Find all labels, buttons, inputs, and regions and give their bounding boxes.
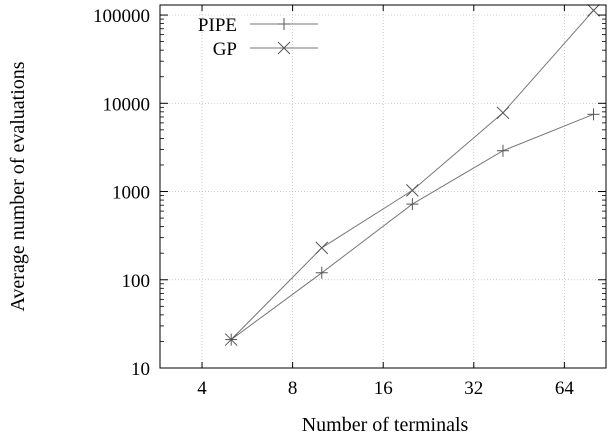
data-point-pipe (406, 198, 419, 211)
y-tick-label: 10000 (103, 94, 151, 115)
plot-markers (224, 4, 600, 346)
series-line-gp (230, 10, 594, 340)
data-point-gp (587, 4, 600, 17)
data-point-pipe (587, 108, 600, 121)
legend-marker-pipe (278, 18, 290, 30)
marker-stroke (587, 4, 600, 17)
x-tick-label: 16 (374, 378, 393, 399)
series-line-pipe (230, 113, 594, 341)
x-tick-label: 32 (464, 378, 483, 399)
x-tick-label: 64 (555, 378, 575, 399)
legend: PIPE GP (198, 15, 318, 60)
y-tick-label: 100000 (93, 6, 150, 27)
data-point-gp (224, 333, 238, 346)
marker-stroke (224, 333, 238, 346)
x-tick-label: 8 (288, 378, 298, 399)
y-tick-label: 100 (122, 271, 151, 292)
data-point-pipe (315, 266, 328, 279)
legend-label-gp: GP (213, 39, 237, 60)
y-tick-label: 10 (131, 359, 150, 380)
data-point-gp (315, 241, 329, 255)
y-tick-label: 1000 (112, 183, 150, 204)
marker-stroke (277, 41, 291, 55)
data-point-gp (496, 106, 510, 120)
y-axis-ticks: 10 100 1000 10000 100000 (93, 6, 606, 380)
marker-stroke (315, 241, 329, 255)
plot-lines (230, 10, 594, 341)
data-point-pipe (496, 144, 509, 157)
legend-marker-gp (277, 41, 291, 55)
marker-stroke (496, 106, 510, 120)
legend-label-pipe: PIPE (198, 15, 237, 36)
x-tick-label: 4 (197, 378, 207, 399)
x-axis-title: Number of terminals (302, 414, 469, 436)
data-point-gp (406, 184, 419, 197)
marker-stroke (406, 184, 419, 197)
x-axis-ticks: 4 8 16 32 64 (197, 5, 574, 399)
y-axis-title: Average number of evaluations (7, 61, 29, 311)
